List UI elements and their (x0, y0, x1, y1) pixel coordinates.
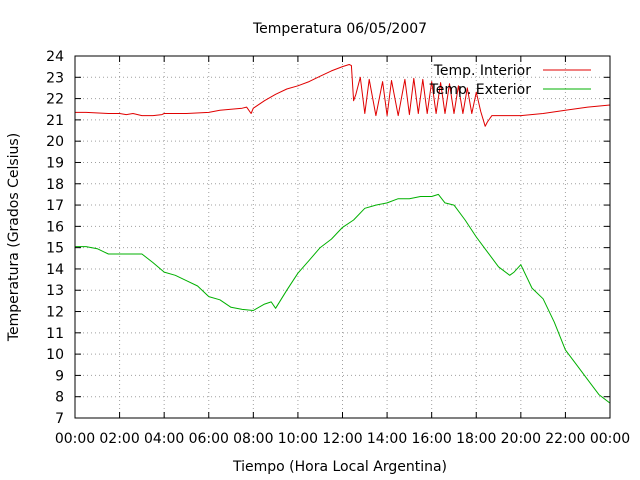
x-tick-labels: 00:00 02:00 04:00 06:00 08:00 10:00 12:00 14:00… (55, 431, 630, 447)
axis-ticks (74, 55, 611, 419)
x-tick-label: 04:00 (144, 431, 184, 447)
y-tick-label: 19 (46, 155, 64, 171)
x-tick-label: 00:00 (590, 431, 630, 447)
x-tick-label: 12:00 (322, 431, 362, 447)
x-tick-label: 06:00 (189, 431, 229, 447)
y-tick-label: 24 (46, 49, 64, 65)
x-axis-label: Tiempo (Hora Local Argentina) (232, 459, 447, 475)
y-tick-label: 11 (46, 326, 64, 342)
x-tick-label: 20:00 (501, 431, 541, 447)
y-axis-label: Temperatura (Grados Celsius) (6, 133, 22, 342)
y-tick-label: 13 (46, 283, 64, 299)
y-tick-label: 17 (46, 198, 64, 214)
legend-label-interior: Temp. Interior (433, 63, 532, 79)
grid-lines (75, 56, 610, 418)
series-lines (75, 64, 611, 404)
series-line-interior (75, 64, 611, 127)
x-tick-label: 00:00 (55, 431, 95, 447)
y-tick-label: 18 (46, 177, 64, 193)
y-tick-label: 21 (46, 113, 64, 129)
y-tick-label: 10 (46, 347, 64, 363)
y-tick-label: 22 (46, 92, 64, 108)
x-tick-label: 10:00 (278, 431, 318, 447)
x-tick-label: 02:00 (99, 431, 139, 447)
x-tick-label: 08:00 (233, 431, 273, 447)
y-tick-label: 8 (55, 390, 64, 406)
x-tick-label: 14:00 (367, 431, 407, 447)
y-tick-label: 9 (55, 368, 64, 384)
y-tick-label: 16 (46, 219, 64, 235)
legend-label-exterior: Temp. Exterior (429, 82, 532, 98)
y-tick-label: 7 (55, 411, 64, 427)
x-tick-label: 18:00 (456, 431, 496, 447)
y-tick-label: 15 (46, 241, 64, 257)
y-tick-label: 20 (46, 134, 64, 150)
y-tick-label: 12 (46, 305, 64, 321)
series-line-exterior (75, 193, 611, 404)
chart-title: Temperatura 06/05/2007 (252, 21, 427, 37)
y-tick-label: 23 (46, 70, 64, 86)
x-tick-label: 22:00 (545, 431, 585, 447)
y-tick-label: 14 (46, 262, 64, 278)
y-tick-labels: 7 8 9 10 11 12 13 14 15 16 17 18 19 20 21 22 23 24 (46, 49, 64, 427)
x-tick-label: 16:00 (411, 431, 451, 447)
legend: Temp. Interior Temp. Exterior (429, 63, 591, 98)
